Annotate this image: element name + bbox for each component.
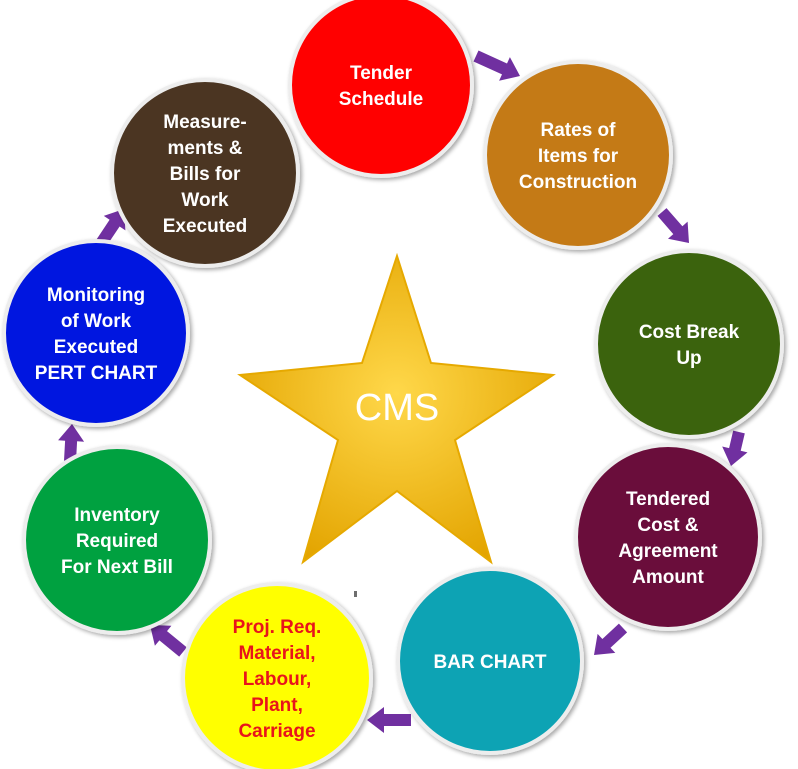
node-circle <box>483 60 673 250</box>
node-circle <box>2 239 190 427</box>
flow-arrow-3 <box>722 430 748 466</box>
flow-arrow-2 <box>657 208 689 243</box>
node-label-line: Work <box>181 190 229 211</box>
node-label-line: For Next Bill <box>61 557 173 578</box>
node-label-line: Executed <box>163 216 247 237</box>
node-rates-of-items: Rates of Items for Construction <box>483 60 673 250</box>
node-label-line: Measure- <box>163 112 246 133</box>
node-label-line: BAR CHART <box>434 652 547 673</box>
node-inventory-required: Inventory Required For Next Bill <box>22 445 212 635</box>
flow-arrow-6 <box>150 625 187 657</box>
node-label-line: Construction <box>519 172 637 193</box>
node-cost-break-up: Cost Break Up <box>594 249 784 439</box>
node-circle <box>594 249 784 439</box>
node-label-line: Inventory <box>74 505 160 526</box>
node-label-line: Items for <box>538 146 619 167</box>
node-label-line: Carriage <box>238 721 315 742</box>
node-circle <box>22 445 212 635</box>
flow-arrow-5 <box>367 707 411 733</box>
node-label-line: Plant, <box>251 695 303 716</box>
flow-arrows <box>58 50 748 733</box>
flow-arrow-4 <box>594 623 628 655</box>
flow-arrow-1 <box>473 50 520 81</box>
node-label-line: of Work <box>61 311 132 332</box>
node-label-line: Labour, <box>243 669 312 690</box>
node-monitoring-of-work: Monitoring of Work Executed PERT CHART <box>2 239 190 427</box>
node-label-line: Tender <box>350 63 413 84</box>
node-circle <box>110 78 300 268</box>
node-label-line: Tendered <box>626 489 710 510</box>
node-label-line: ments & <box>168 138 243 159</box>
node-label-line: Material, <box>238 643 315 664</box>
node-label-line: Bills for <box>170 164 241 185</box>
node-label-line: Required <box>76 531 158 552</box>
node-label-line: Executed <box>54 337 138 358</box>
process-nodes: Tender Schedule Rates of Items for Construct… <box>2 0 784 769</box>
node-label-line: Monitoring <box>47 285 145 306</box>
node-label-line: Rates of <box>541 120 617 141</box>
node-label-line: Schedule <box>339 89 423 110</box>
node-measurements-bills: Measure-ments & Bills for Work Executed <box>110 78 300 268</box>
node-circle <box>288 0 474 178</box>
node-label-line: Cost & <box>637 515 699 536</box>
node-label-line: Up <box>676 348 701 369</box>
star-shape <box>237 252 556 565</box>
cms-label: CMS <box>355 387 439 429</box>
node-bar-chart: BAR CHART <box>396 567 584 755</box>
cms-star: CMS <box>237 252 556 565</box>
node-circle <box>396 567 584 755</box>
flow-arrow-8 <box>95 209 126 249</box>
node-label-line: PERT CHART <box>35 363 158 384</box>
node-circle <box>574 443 762 631</box>
node-tendered-cost: Tendered Cost & Agreement Amount <box>574 443 762 631</box>
node-proj-req: Proj. Req. Material, Labour, Plant, Carriage <box>181 582 373 769</box>
node-label-line: Proj. Req. <box>233 617 322 638</box>
stray-mark <box>354 591 357 597</box>
node-tender-schedule: Tender Schedule <box>288 0 474 178</box>
node-label-line: Amount <box>632 567 704 588</box>
node-label-line: Agreement <box>618 541 718 562</box>
flow-arrow-7 <box>58 424 85 462</box>
node-circle <box>181 582 373 769</box>
node-label-line: Cost Break <box>639 322 740 343</box>
